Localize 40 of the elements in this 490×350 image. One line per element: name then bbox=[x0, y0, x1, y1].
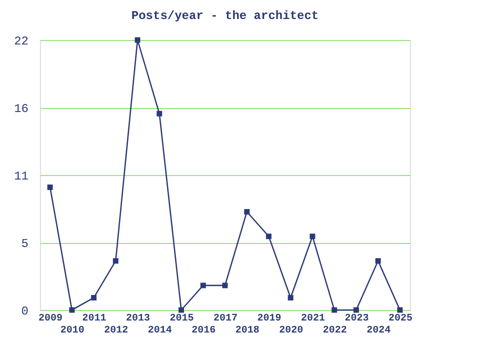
x-tick-label: 2025 bbox=[388, 314, 412, 324]
point bbox=[288, 294, 294, 300]
point bbox=[353, 307, 359, 313]
point bbox=[200, 282, 206, 288]
y-tick-label: 22 bbox=[14, 34, 28, 48]
x-tick-label: 2012 bbox=[104, 326, 128, 336]
x-tick-label: 2015 bbox=[170, 314, 194, 324]
x-tick-label: 2016 bbox=[192, 326, 216, 336]
x-tick-label: 2018 bbox=[235, 326, 260, 336]
point bbox=[178, 307, 184, 313]
point bbox=[332, 307, 338, 313]
x-tick-label: 2013 bbox=[126, 314, 150, 324]
point bbox=[134, 37, 140, 43]
y-tick-label: 11 bbox=[14, 170, 28, 184]
point bbox=[91, 294, 97, 300]
point bbox=[156, 110, 162, 116]
point bbox=[266, 234, 272, 240]
x-tick-label: 2024 bbox=[366, 326, 391, 336]
x-tick-label: 2022 bbox=[322, 326, 347, 336]
x-tick-label: 2017 bbox=[213, 314, 238, 324]
point bbox=[222, 282, 228, 288]
y-tick-label: 16 bbox=[14, 102, 28, 116]
x-tick-label: 2021 bbox=[300, 314, 325, 324]
point bbox=[375, 258, 381, 264]
x-tick-label: 2014 bbox=[148, 326, 172, 336]
x-tick-label: 2010 bbox=[60, 326, 84, 336]
point bbox=[310, 234, 316, 240]
x-tick-label: 2009 bbox=[38, 314, 63, 324]
x-tick-label: 2011 bbox=[82, 314, 106, 324]
x-tick-label: 2019 bbox=[257, 314, 282, 324]
point bbox=[244, 209, 250, 215]
y-tick-label: 0 bbox=[21, 304, 28, 318]
point bbox=[47, 184, 53, 190]
y-tick-label: 5 bbox=[21, 237, 28, 251]
point bbox=[112, 258, 118, 264]
point bbox=[397, 307, 403, 313]
chart-title: Posts/year - the architect bbox=[131, 9, 319, 23]
x-tick-label: 2023 bbox=[344, 314, 369, 324]
point bbox=[69, 307, 75, 313]
x-tick-label: 2020 bbox=[279, 326, 304, 336]
